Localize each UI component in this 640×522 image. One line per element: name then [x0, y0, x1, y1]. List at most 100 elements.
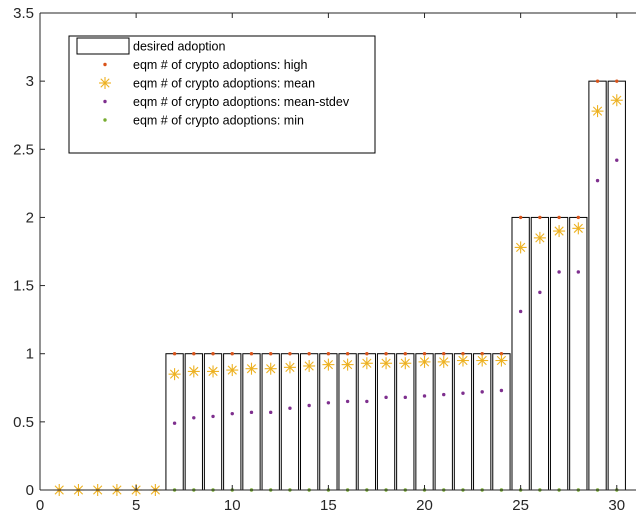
point-high-13: [288, 352, 292, 356]
point-mean-stdev-25: [518, 309, 523, 314]
legend-swatch-high: [103, 62, 107, 67]
y-tick-label-2.5: 2.5: [13, 141, 34, 158]
point-high-24: [499, 352, 504, 356]
x-tick-label-25: 25: [512, 497, 529, 514]
point-mean-26: [533, 231, 546, 244]
x-tick-label-10: 10: [224, 497, 241, 514]
x-tick-label-15: 15: [320, 497, 337, 514]
point-mean-stdev-16: [345, 399, 350, 404]
x-tick-label-20: 20: [416, 497, 433, 514]
point-mean-7: [168, 368, 181, 381]
point-mean-12: [264, 362, 277, 375]
point-mean-13: [283, 361, 296, 374]
point-mean-stdev-26: [538, 290, 542, 295]
y-tick-label-1.5: 1.5: [13, 278, 34, 295]
point-mean-stdev-15: [326, 401, 331, 405]
point-mean-stdev-8: [192, 416, 196, 420]
point-high-26: [538, 215, 542, 220]
legend-label-min: eqm # of crypto adoptions: min: [133, 114, 304, 128]
point-high-19: [403, 352, 407, 356]
point-mean-20: [418, 355, 431, 368]
point-high-28: [576, 215, 581, 220]
point-mean-stdev-19: [403, 395, 407, 400]
legend-swatch-mean: [99, 77, 111, 89]
legend-swatch-desired: [76, 37, 130, 55]
point-high-8: [192, 352, 196, 356]
point-high-25: [518, 215, 523, 220]
point-mean-29: [591, 105, 604, 118]
point-high-17: [365, 352, 369, 356]
point-mean-8: [187, 365, 200, 378]
point-mean-stdev-11: [249, 410, 254, 415]
point-high-21: [442, 352, 446, 356]
point-high-7: [172, 352, 177, 356]
point-mean-stdev-20: [422, 394, 427, 398]
point-high-12: [269, 352, 273, 356]
point-mean-14: [303, 359, 316, 372]
y-tick-label-0.5: 0.5: [13, 414, 34, 431]
legend-box: [68, 35, 376, 154]
point-mean-stdev-24: [499, 388, 504, 393]
point-high-30: [615, 79, 619, 83]
point-high-15: [326, 352, 331, 356]
x-tick-label-5: 5: [132, 497, 140, 514]
point-mean-15: [322, 358, 335, 371]
point-mean-30: [610, 94, 623, 107]
point-mean-stdev-7: [172, 421, 177, 425]
x-tick-label-0: 0: [36, 497, 44, 514]
point-mean-stdev-18: [384, 395, 388, 400]
point-mean-stdev-9: [211, 414, 215, 419]
legend-label-high: eqm # of crypto adoptions: high: [133, 58, 307, 72]
point-mean-22: [456, 354, 469, 367]
legend-item-mean-stdev: eqm # of crypto adoptions: mean-stdev: [103, 95, 350, 109]
legend-item-desired: desired adoption: [76, 37, 225, 55]
point-mean-stdev-22: [461, 391, 465, 395]
x-tick-label-30: 30: [608, 497, 625, 514]
point-mean-24: [495, 354, 508, 367]
point-mean-11: [245, 362, 258, 375]
legend-swatch-mean-stdev: [103, 99, 107, 104]
legend-item-mean: eqm # of crypto adoptions: mean: [99, 77, 315, 91]
point-mean-stdev-27: [557, 270, 561, 274]
point-mean-stdev-21: [442, 392, 446, 397]
legend-label-mean: eqm # of crypto adoptions: mean: [133, 77, 315, 91]
point-mean-stdev-13: [288, 406, 292, 410]
legend: desired adoption eqm # of crypto adoption…: [68, 35, 376, 154]
legend-item-high: eqm # of crypto adoptions: high: [103, 58, 307, 72]
point-mean-19: [399, 357, 412, 370]
point-mean-27: [553, 225, 566, 238]
point-mean-stdev-10: [230, 411, 234, 416]
legend-label-mean-stdev: eqm # of crypto adoptions: mean-stdev: [133, 95, 350, 109]
point-mean-25: [514, 241, 527, 254]
y-tick-label-3.5: 3.5: [13, 5, 34, 22]
y-tick-label-0: 0: [26, 482, 34, 499]
point-mean-stdev-12: [269, 410, 273, 415]
legend-label-desired: desired adoption: [133, 40, 225, 54]
point-high-29: [595, 79, 600, 83]
point-mean-stdev-17: [365, 399, 369, 404]
point-mean-10: [226, 364, 239, 377]
legend-item-min: eqm # of crypto adoptions: min: [103, 114, 304, 128]
point-high-27: [557, 215, 561, 220]
point-mean-21: [437, 355, 450, 368]
point-high-22: [461, 352, 465, 356]
point-high-23: [480, 352, 484, 356]
point-mean-28: [572, 222, 585, 235]
y-tick-label-1: 1: [26, 346, 34, 363]
y-tick-label-3: 3: [26, 73, 34, 90]
axes-layer: 0 5 10 15 20 25 30 0 0.5 1 1.5 2 2.5 3 3.5: [13, 5, 636, 514]
point-high-16: [345, 352, 350, 356]
point-mean-9: [207, 365, 220, 378]
point-mean-18: [380, 357, 393, 370]
point-high-10: [230, 352, 234, 356]
point-mean-stdev-30: [615, 158, 619, 162]
point-high-9: [211, 352, 215, 356]
point-mean-17: [360, 357, 373, 370]
point-mean-stdev-23: [480, 390, 484, 394]
y-tick-label-2: 2: [26, 209, 34, 226]
point-mean-stdev-14: [307, 403, 311, 408]
point-mean-23: [476, 354, 489, 367]
point-mean-16: [341, 358, 354, 371]
point-high-14: [307, 352, 311, 356]
